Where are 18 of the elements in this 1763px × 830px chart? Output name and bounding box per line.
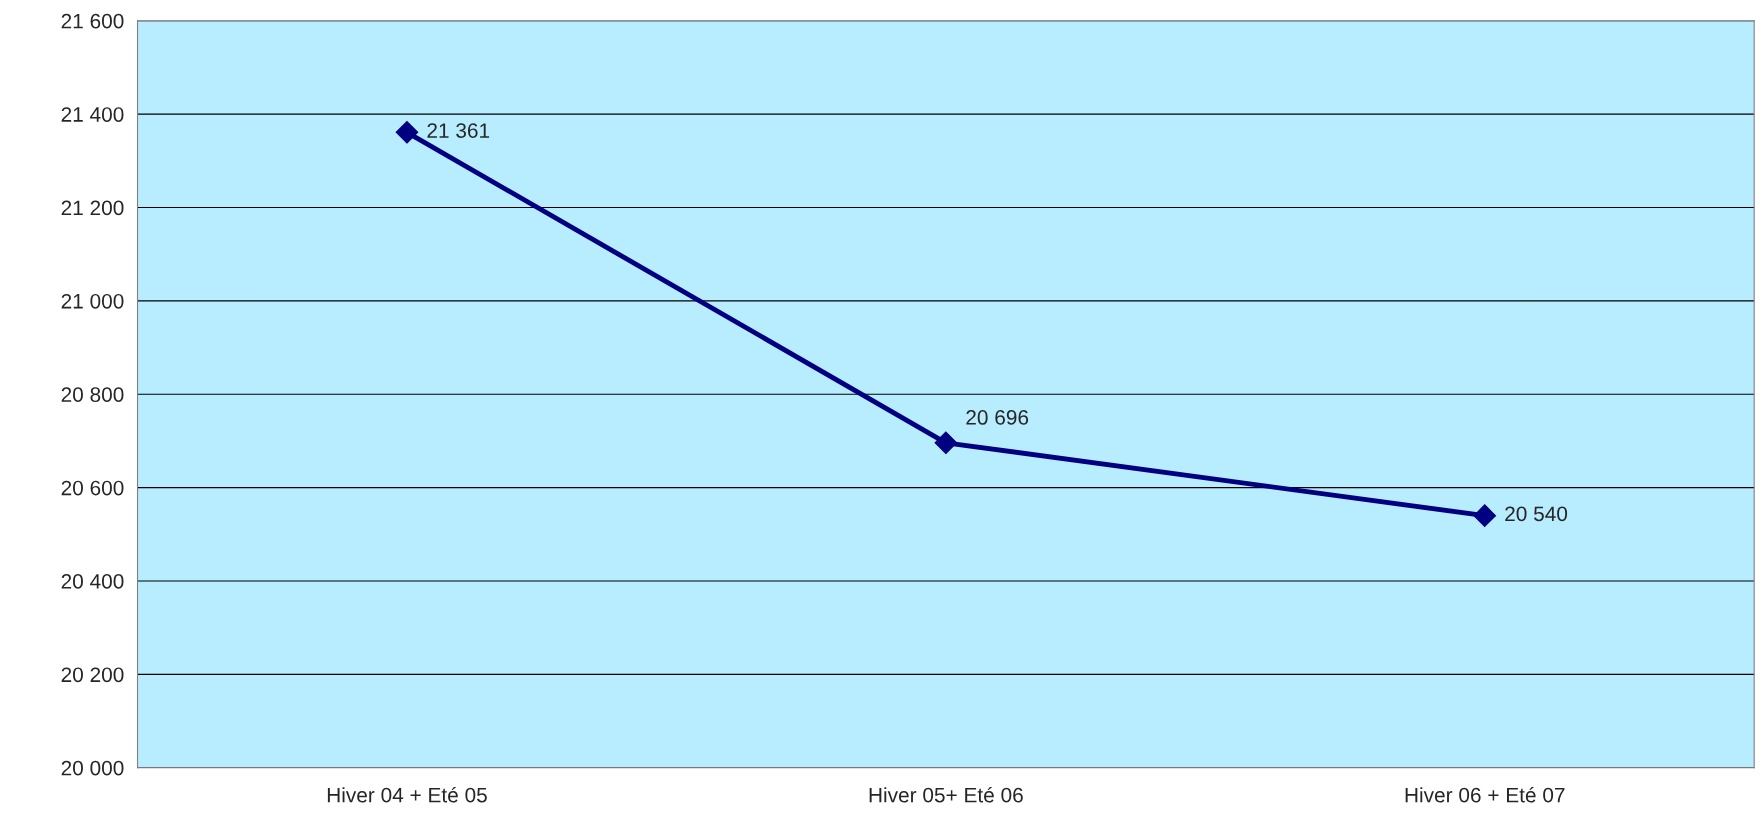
- y-tick-label: 21 600: [61, 13, 124, 29]
- x-tick-label: Hiver 06 + Eté 07: [1405, 786, 1565, 803]
- y-tick-label: 21 200: [61, 200, 124, 216]
- y-tick-label: 20 600: [61, 480, 124, 496]
- data-label: 20 540: [1505, 506, 1568, 522]
- y-tick-label: 20 000: [61, 760, 124, 776]
- y-tick-label: 20 200: [61, 667, 124, 683]
- y-tick-label: 20 800: [61, 387, 124, 402]
- point: [1473, 504, 1497, 527]
- point: [934, 431, 958, 455]
- x-tick-label: Hiver 04 + Eté 05: [327, 786, 487, 803]
- y-tick-label: 21 400: [61, 107, 124, 122]
- x-tick-label: Hiver 05+ Eté 06: [869, 786, 1023, 803]
- point: [395, 121, 419, 144]
- data-label: 20 696: [966, 410, 1029, 425]
- data-label: 21 361: [427, 123, 490, 138]
- y-tick-label: 20 400: [61, 574, 124, 589]
- y-tick-label: 21 000: [61, 293, 124, 309]
